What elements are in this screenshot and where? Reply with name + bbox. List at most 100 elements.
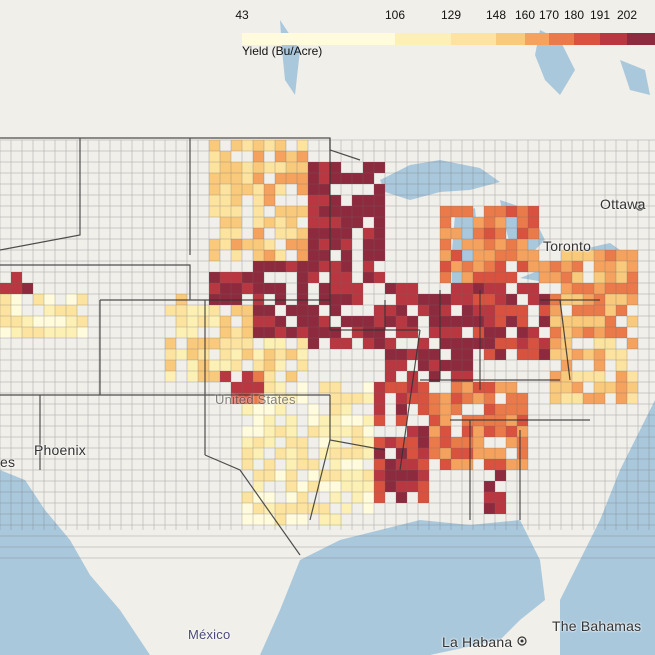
county-cell (374, 239, 385, 250)
county-cell (198, 349, 209, 360)
county-cell (297, 327, 308, 338)
county-cell (253, 382, 264, 393)
county-cell (297, 206, 308, 217)
county-cell (363, 162, 374, 173)
county-cell (231, 360, 242, 371)
county-cell (396, 349, 407, 360)
county-cell (374, 316, 385, 327)
county-cell (187, 349, 198, 360)
county-cell (561, 338, 572, 349)
county-cell (66, 294, 77, 305)
county-cell (374, 393, 385, 404)
county-cell (231, 206, 242, 217)
county-cell (462, 360, 473, 371)
label-toronto: Toronto (543, 238, 592, 254)
county-cell (594, 338, 605, 349)
county-cell (473, 250, 484, 261)
county-cell (341, 459, 352, 470)
county-cell (506, 459, 517, 470)
county-cell (297, 437, 308, 448)
county-cell (550, 305, 561, 316)
county-cell (0, 327, 11, 338)
county-cell (209, 316, 220, 327)
legend-tick: 160 (514, 8, 536, 22)
county-cell (231, 305, 242, 316)
county-cell (396, 305, 407, 316)
county-cell (209, 250, 220, 261)
county-cell (495, 239, 506, 250)
county-cell (286, 206, 297, 217)
county-cell (319, 206, 330, 217)
county-cell (429, 327, 440, 338)
county-cell (209, 206, 220, 217)
county-cell (517, 316, 528, 327)
county-cell (605, 327, 616, 338)
county-cell (594, 250, 605, 261)
county-cell (572, 382, 583, 393)
county-cell (187, 316, 198, 327)
county-cell (561, 316, 572, 327)
county-cell (550, 272, 561, 283)
county-cell (352, 448, 363, 459)
county-cell (319, 327, 330, 338)
county-cell (242, 437, 253, 448)
county-cell (605, 250, 616, 261)
county-cell (330, 426, 341, 437)
county-cell (275, 162, 286, 173)
county-cell (319, 261, 330, 272)
county-cell (484, 305, 495, 316)
county-cell (165, 360, 176, 371)
county-cell (429, 305, 440, 316)
county-cell (550, 327, 561, 338)
county-cell (22, 316, 33, 327)
county-cell (440, 250, 451, 261)
legend-swatch (242, 33, 395, 45)
county-cell (264, 426, 275, 437)
county-cell (308, 415, 319, 426)
county-cell (616, 371, 627, 382)
county-cell (319, 228, 330, 239)
county-cell (407, 448, 418, 459)
county-cell (396, 492, 407, 503)
county-cell (352, 195, 363, 206)
county-cell (341, 261, 352, 272)
county-cell (330, 228, 341, 239)
county-cell (352, 459, 363, 470)
county-cell (220, 349, 231, 360)
county-cell (352, 470, 363, 481)
county-cell (341, 481, 352, 492)
county-cell (242, 503, 253, 514)
county-cell (440, 327, 451, 338)
county-cell (275, 349, 286, 360)
county-cell (440, 228, 451, 239)
county-cell (319, 316, 330, 327)
county-cell (462, 239, 473, 250)
county-cell (539, 305, 550, 316)
county-cell (594, 349, 605, 360)
county-cell (77, 294, 88, 305)
county-cell (352, 481, 363, 492)
county-cell (407, 371, 418, 382)
county-cell (264, 514, 275, 525)
county-cell (484, 426, 495, 437)
county-cell (297, 338, 308, 349)
county-cell (363, 382, 374, 393)
county-cell (352, 327, 363, 338)
county-cell (231, 140, 242, 151)
county-cell (561, 382, 572, 393)
county-cell (319, 173, 330, 184)
county-cell (451, 404, 462, 415)
county-cell (363, 448, 374, 459)
county-cell (341, 338, 352, 349)
county-cell (308, 228, 319, 239)
county-cell (253, 481, 264, 492)
county-cell (495, 492, 506, 503)
county-cell (594, 272, 605, 283)
county-cell (418, 382, 429, 393)
legend-swatch (496, 33, 525, 45)
county-cell (374, 217, 385, 228)
county-cell (594, 327, 605, 338)
county-cell (330, 404, 341, 415)
county-cell (429, 349, 440, 360)
